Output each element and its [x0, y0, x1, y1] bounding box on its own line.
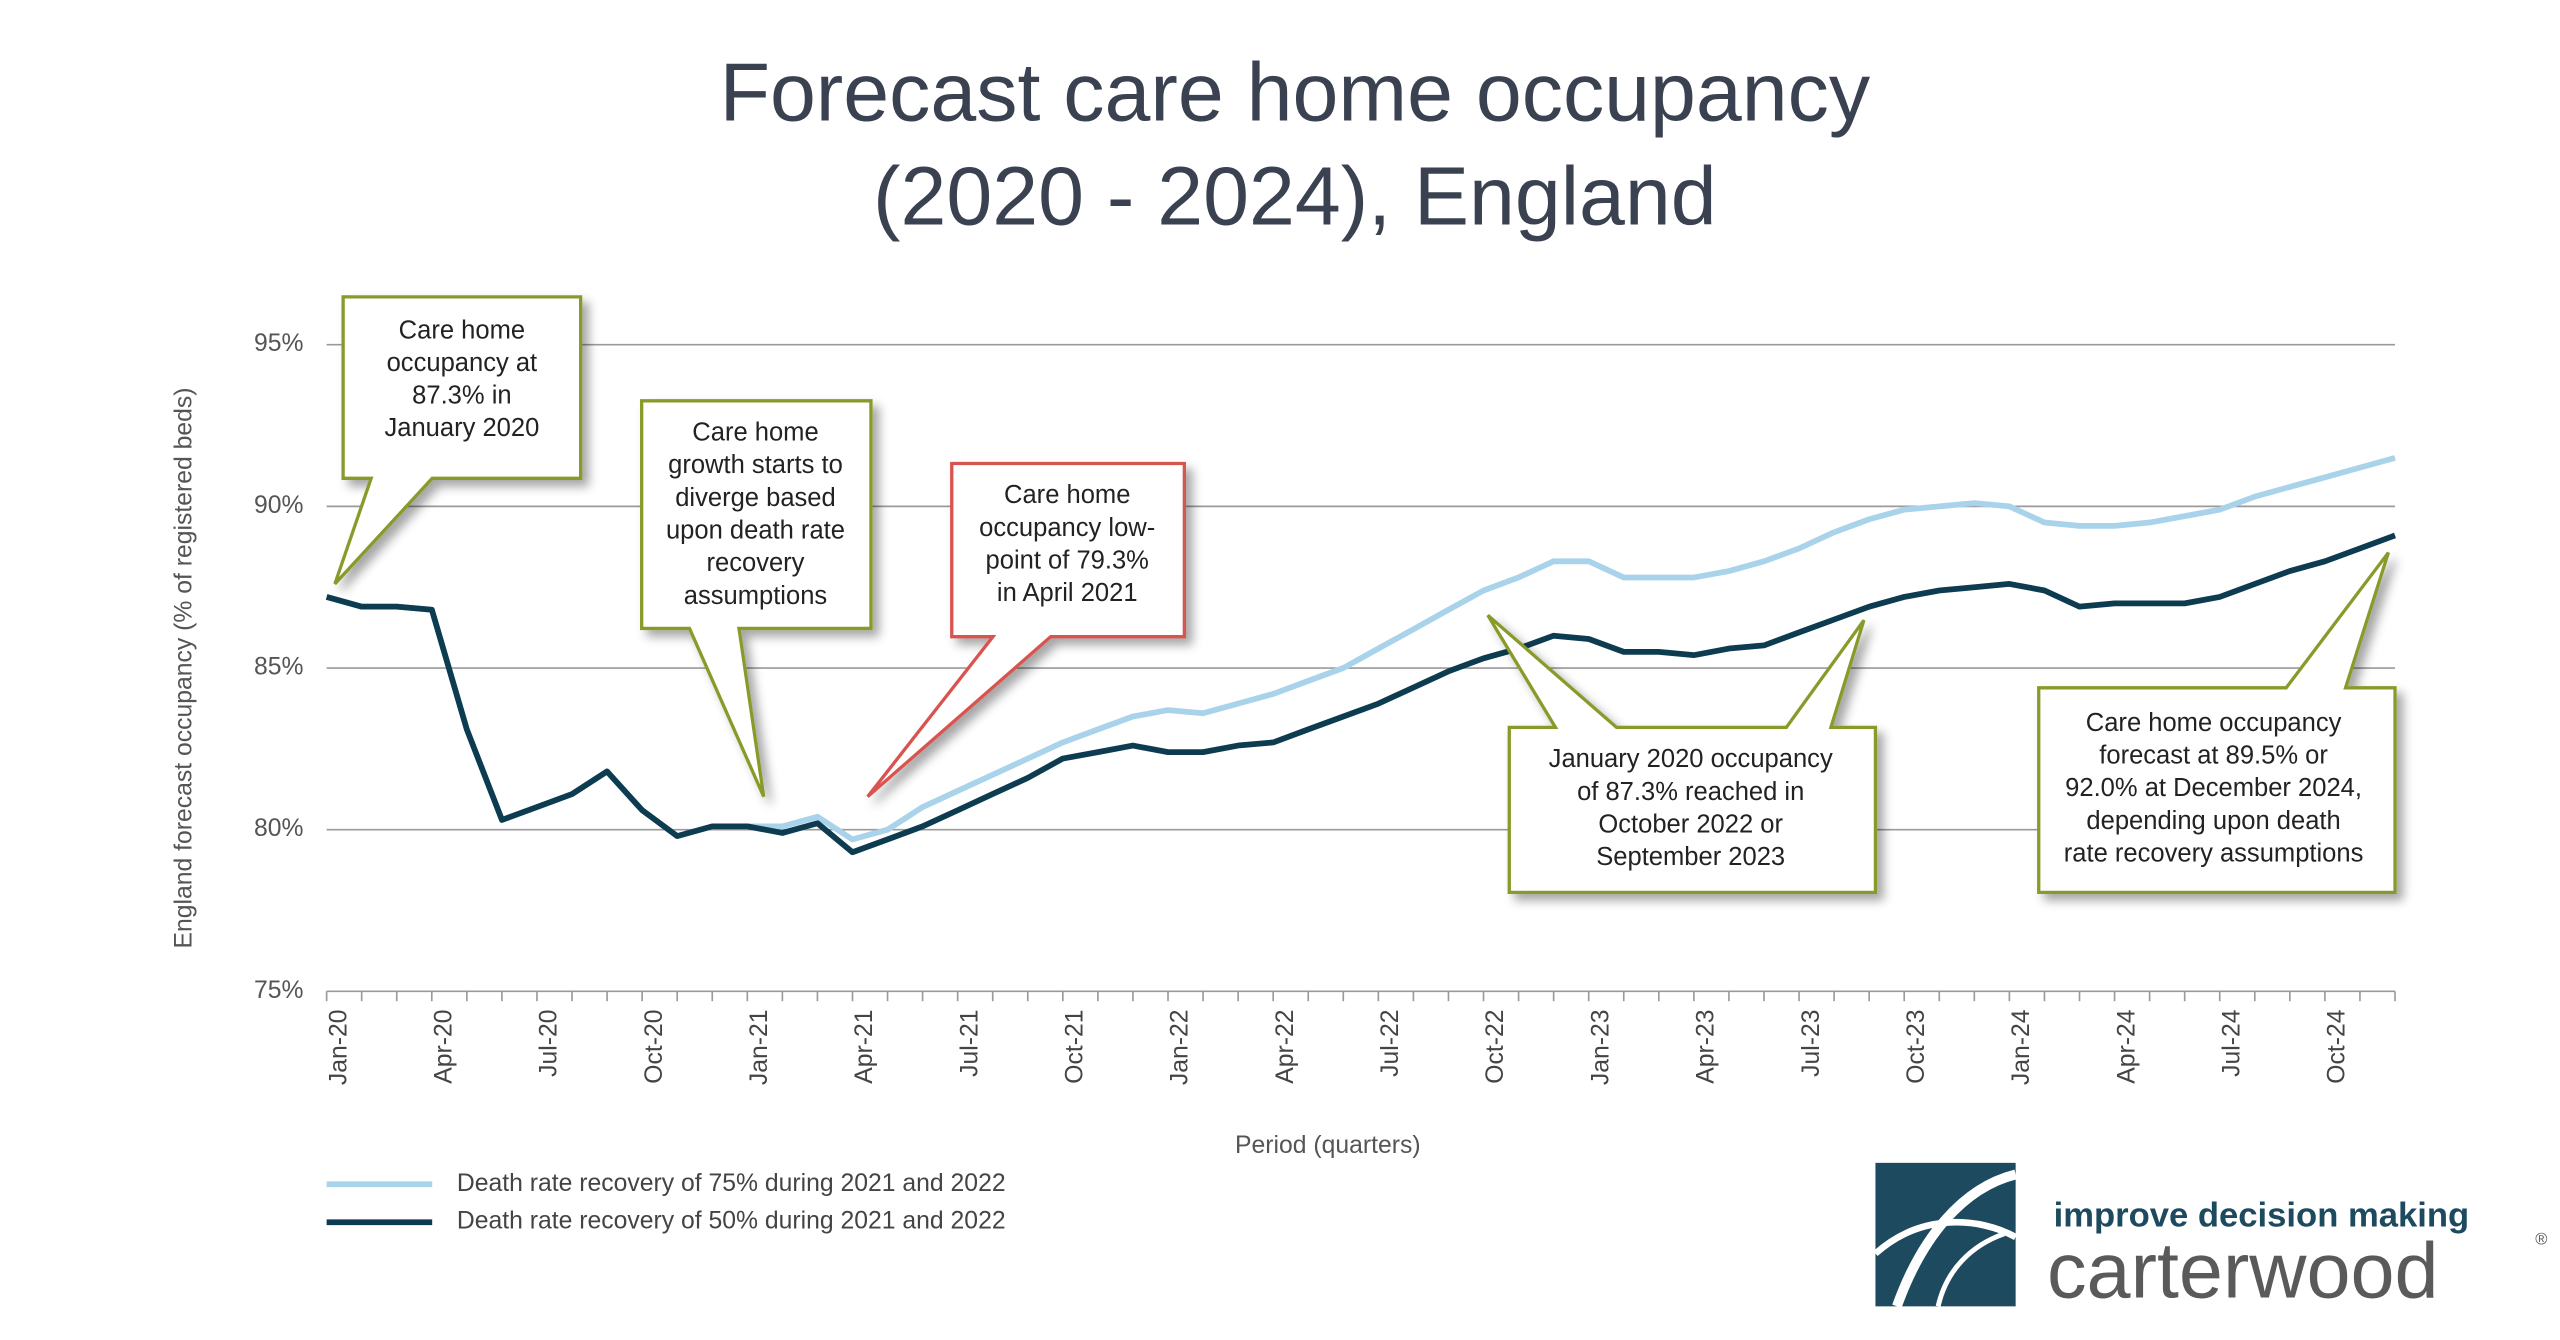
x-tick-label: Apr-22 — [1272, 1009, 1299, 1083]
y-tick-label: 75% — [254, 977, 304, 1004]
callout-text: depending upon death — [2086, 807, 2340, 835]
callout-text: upon death rate — [666, 517, 845, 545]
x-tick-label: Jul-20 — [536, 1009, 563, 1076]
y-axis-label: England forecast occupancy (% of registe… — [170, 388, 197, 949]
y-tick-label: 85% — [254, 654, 304, 681]
chart-title: Forecast care home occupancy — [720, 47, 1871, 139]
callout-text: January 2020 occupancy — [1549, 745, 1833, 773]
x-tick-label: Jan-22 — [1167, 1009, 1194, 1085]
callout: Care home occupancy at 87.3% in January 202… — [333, 295, 583, 586]
callout-text: in April 2021 — [997, 579, 1138, 607]
callout-box — [1486, 613, 1878, 894]
callout-text: rate recovery assumptions — [2064, 839, 2364, 867]
callout: January 2020 occupancy of 87.3% reached i… — [1486, 613, 1878, 894]
series-line — [325, 532, 2397, 856]
y-tick-label: 95% — [254, 330, 304, 357]
x-tick-label: Oct-21 — [1062, 1009, 1089, 1083]
x-tick-label: Jul-22 — [1377, 1009, 1404, 1076]
x-tick-label: Apr-23 — [1693, 1009, 1720, 1083]
callout-box — [866, 461, 1186, 798]
callout-text: September 2023 — [1596, 843, 1785, 871]
callout-text: occupancy at — [387, 349, 538, 377]
callout-box — [333, 295, 583, 586]
callout-text: of 87.3% reached in — [1577, 778, 1804, 806]
callout-text: October 2022 or — [1598, 810, 1783, 838]
callout: Care home occupancy low-point of 79.3% in … — [866, 461, 1186, 798]
callout-text: forecast at 89.5% or — [2099, 742, 2328, 770]
callout-text: recovery — [706, 549, 804, 577]
logo-registered: ® — [2535, 1231, 2547, 1249]
x-tick-label: Jan-21 — [746, 1009, 773, 1085]
callout-text: Care home — [692, 419, 818, 447]
x-tick-label: Jul-21 — [956, 1009, 983, 1076]
x-tick-label: Oct-20 — [641, 1009, 668, 1083]
legend-label: Death rate recovery of 75% during 2021 a… — [457, 1170, 1006, 1197]
logo-name: carterwood — [2047, 1226, 2439, 1315]
callout: Care home occupancy forecast at 89.5% or 9… — [2037, 551, 2397, 894]
callout-text: Care home occupancy — [2086, 709, 2342, 737]
y-tick-label: 80% — [254, 815, 304, 842]
callout: Care home growth starts to diverge based up… — [640, 399, 873, 798]
x-tick-label: Jan-23 — [1587, 1009, 1614, 1085]
callout-text: Care home — [1004, 481, 1130, 509]
x-tick-label: Oct-22 — [1482, 1009, 1509, 1083]
callout-text: assumptions — [684, 582, 827, 610]
logo-swoosh — [1935, 1231, 2005, 1307]
x-tick-label: Jul-23 — [1798, 1009, 1825, 1076]
callout-box — [640, 399, 873, 798]
x-tick-label: Oct-24 — [2324, 1009, 2351, 1083]
x-tick-label: Jul-24 — [2218, 1009, 2245, 1077]
y-tick-label: 90% — [254, 492, 304, 519]
callout-box — [2037, 551, 2397, 894]
x-tick-label: Jan-24 — [2008, 1009, 2035, 1085]
x-tick-label: Apr-24 — [2113, 1009, 2140, 1083]
legend-label: Death rate recovery of 50% during 2021 a… — [457, 1208, 1006, 1235]
x-tick-label: Apr-21 — [851, 1009, 878, 1083]
logo-tagline: improve decision making — [2054, 1196, 2470, 1234]
callout-text: Care home — [399, 316, 525, 344]
logo-swoosh — [1892, 1169, 2017, 1309]
chart-title: (2020 - 2024), England — [873, 151, 1717, 243]
x-axis-label: Period (quarters) — [1235, 1132, 1421, 1159]
callout-text: diverge based — [675, 484, 836, 512]
callout-text: 87.3% in — [412, 382, 511, 410]
callout-text: growth starts to — [668, 451, 843, 479]
logo: improve decision making carterwood ® — [1873, 1162, 2547, 1315]
x-tick-label: Apr-20 — [431, 1009, 458, 1083]
callout-text: point of 79.3% — [986, 547, 1149, 575]
x-tick-label: Jan-20 — [325, 1009, 352, 1085]
logo-swoosh — [1873, 1218, 2018, 1257]
callout-text: January 2020 — [384, 414, 539, 442]
callout-text: 92.0% at December 2024, — [2065, 774, 2362, 802]
callout-text: occupancy low- — [979, 514, 1155, 542]
x-tick-label: Oct-23 — [1903, 1009, 1930, 1083]
